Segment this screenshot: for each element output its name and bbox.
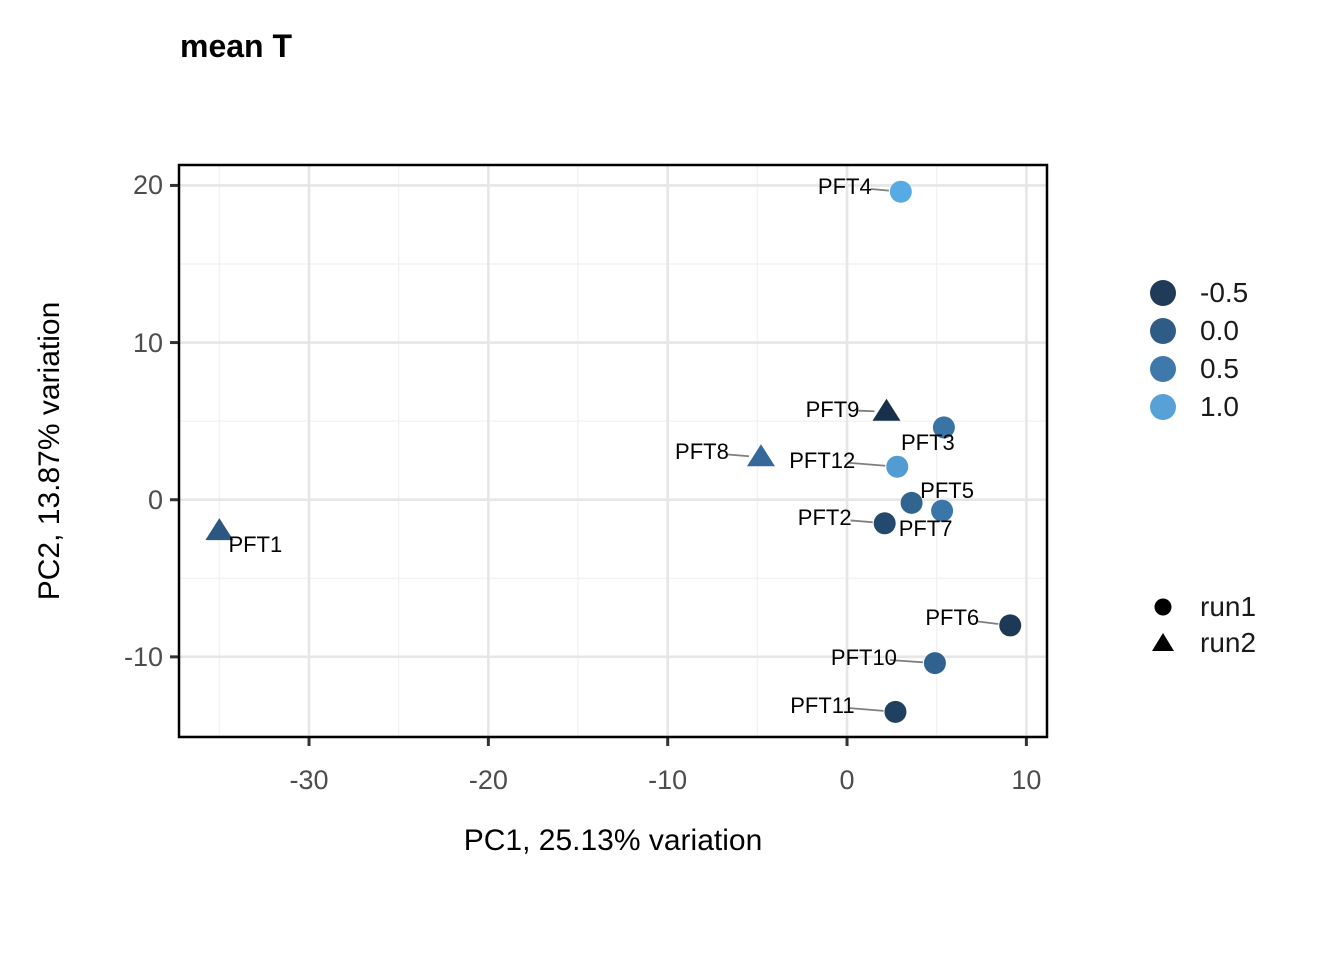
data-point-pft6 bbox=[999, 614, 1022, 637]
color-legend-label: 0.5 bbox=[1200, 353, 1239, 384]
color-legend: -0.5 0.0 0.5 1.0 bbox=[1146, 274, 1248, 426]
shape-legend-item: run1 bbox=[1146, 589, 1256, 625]
color-legend-item: -0.5 bbox=[1146, 274, 1248, 312]
color-legend-item: 0.0 bbox=[1146, 312, 1248, 350]
label-connector bbox=[889, 659, 924, 664]
color-legend-label: -0.5 bbox=[1200, 277, 1249, 308]
x-tick-label: 10 bbox=[1011, 765, 1042, 795]
data-point-pft3 bbox=[932, 416, 955, 439]
data-point-pft5 bbox=[931, 499, 954, 522]
label-connector bbox=[977, 620, 999, 625]
label-connector bbox=[858, 409, 875, 413]
panel-border bbox=[177, 163, 1049, 739]
color-swatch-icon bbox=[1150, 280, 1176, 306]
point-label-pft2: PFT2 bbox=[797, 505, 852, 531]
color-legend-label: 0.0 bbox=[1200, 315, 1239, 346]
label-connector bbox=[848, 707, 884, 712]
color-legend-label: 1.0 bbox=[1200, 391, 1239, 422]
data-point-pft8 bbox=[746, 444, 775, 467]
color-legend-item: 1.0 bbox=[1146, 388, 1248, 426]
chart-title: mean T bbox=[180, 28, 293, 64]
x-axis-title: PC1, 25.13% variation bbox=[463, 824, 763, 857]
circle-shape-icon bbox=[1154, 598, 1172, 616]
data-point-pft12 bbox=[886, 455, 909, 478]
label-connector bbox=[727, 453, 750, 458]
color-swatch-icon bbox=[1150, 394, 1176, 420]
y-tick-label: 10 bbox=[132, 327, 163, 358]
label-connector bbox=[848, 461, 886, 467]
label-connector bbox=[850, 519, 873, 524]
label-connector bbox=[870, 188, 889, 192]
data-point-pft11 bbox=[884, 700, 907, 723]
point-label-pft4: PFT4 bbox=[817, 173, 872, 199]
point-label-pft5: PFT5 bbox=[920, 477, 974, 503]
shape-legend-label: run2 bbox=[1200, 627, 1257, 658]
shape-legend-label: run1 bbox=[1200, 591, 1257, 622]
point-label-pft10: PFT10 bbox=[830, 645, 897, 671]
point-label-pft9: PFT9 bbox=[805, 396, 860, 422]
y-tick-label: -10 bbox=[123, 641, 163, 672]
point-label-pft8: PFT8 bbox=[675, 439, 729, 465]
x-tick-label: -30 bbox=[289, 765, 329, 795]
color-legend-item: 0.5 bbox=[1146, 350, 1248, 388]
y-tick-label: 0 bbox=[147, 484, 163, 515]
x-tick-label: -20 bbox=[468, 765, 508, 795]
y-tick-label: 20 bbox=[132, 170, 163, 201]
shape-legend-item: run2 bbox=[1146, 625, 1256, 661]
data-point-pft1 bbox=[205, 518, 234, 541]
color-swatch-icon bbox=[1150, 356, 1176, 382]
point-label-pft1: PFT1 bbox=[228, 532, 283, 558]
x-tick-label: -10 bbox=[648, 765, 688, 795]
point-label-pft11: PFT11 bbox=[790, 692, 855, 718]
data-point-pft7 bbox=[900, 491, 923, 514]
triangle-shape-icon bbox=[1152, 633, 1174, 651]
point-label-pft3: PFT3 bbox=[900, 430, 955, 456]
data-point-pft4 bbox=[889, 180, 912, 203]
data-point-pft9 bbox=[872, 398, 901, 421]
point-label-pft12: PFT12 bbox=[789, 447, 856, 473]
data-point-pft10 bbox=[923, 652, 946, 675]
y-axis-title: PC2, 13.87% variation bbox=[33, 301, 66, 601]
shape-legend: run1 run2 bbox=[1146, 589, 1256, 661]
point-label-pft7: PFT7 bbox=[898, 515, 953, 541]
point-label-pft6: PFT6 bbox=[925, 605, 980, 631]
data-point-pft2 bbox=[873, 512, 896, 535]
x-tick-label: 0 bbox=[839, 765, 855, 795]
color-swatch-icon bbox=[1150, 318, 1176, 344]
